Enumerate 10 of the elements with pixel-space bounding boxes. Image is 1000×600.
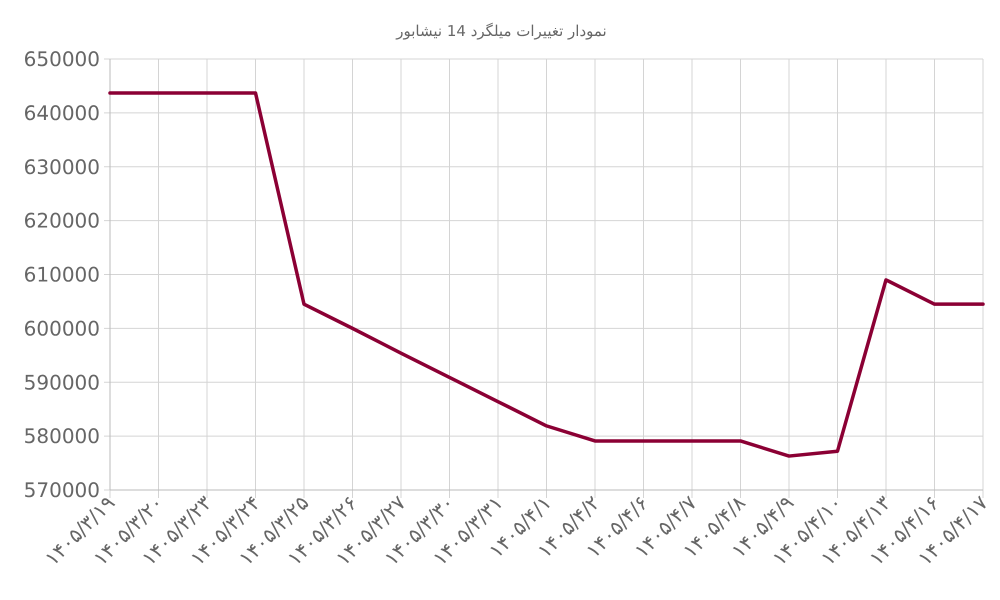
y-tick-label: 590000 (24, 370, 100, 394)
y-tick-label: 570000 (24, 478, 100, 502)
y-tick-label: 610000 (24, 262, 100, 286)
y-tick-label: 600000 (24, 316, 100, 340)
y-tick-label: 580000 (24, 424, 100, 448)
chart-title: نمودار تغییرات میلگرد 14 نیشابور (395, 22, 607, 40)
y-tick-label: 620000 (24, 208, 100, 233)
y-tick-label: 630000 (24, 154, 100, 179)
y-tick-label: 650000 (24, 47, 100, 71)
y-tick-label: 640000 (24, 100, 100, 125)
